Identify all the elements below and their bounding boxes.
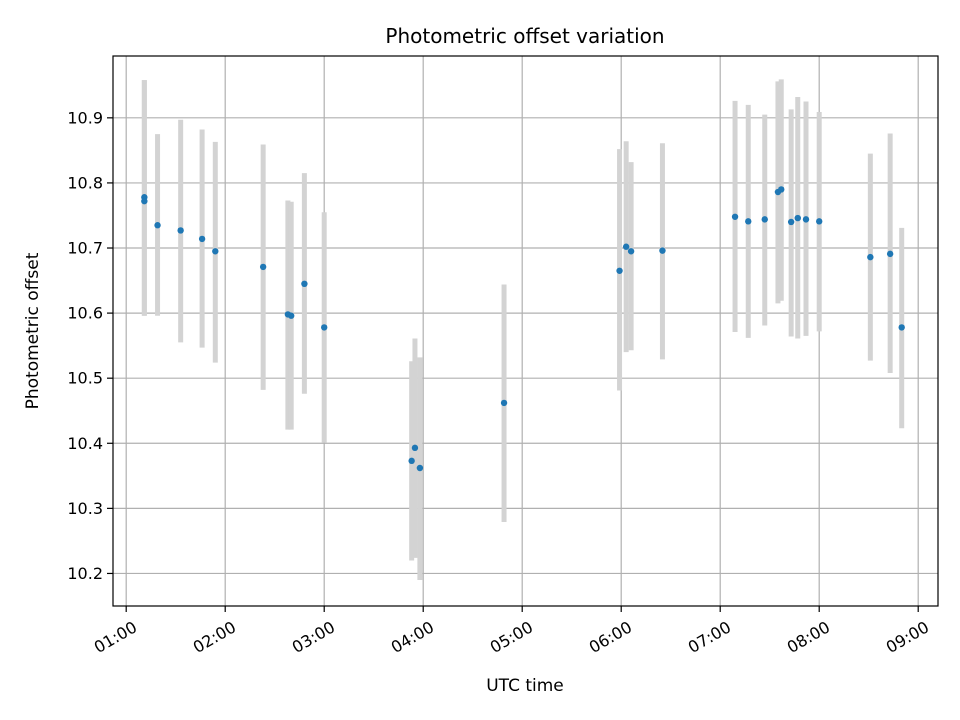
data-point — [867, 253, 874, 261]
data-point — [154, 222, 161, 229]
data-point — [816, 218, 823, 225]
y-tick-label: 10.5 — [67, 369, 103, 388]
data-point — [794, 214, 801, 222]
y-tick-label: 10.9 — [67, 108, 103, 127]
data-point — [301, 280, 308, 288]
y-axis-ticks: 10.2 10.3 10.4 10.5 10.6 10.7 10.8 10.9 — [67, 108, 113, 583]
data-point — [787, 218, 795, 226]
data-point — [411, 444, 419, 452]
data-point — [141, 197, 148, 205]
y-tick-label: 10.4 — [67, 434, 103, 453]
y-tick-label: 10.6 — [67, 304, 103, 323]
data-point — [731, 213, 739, 220]
data-point — [898, 324, 905, 331]
data-point — [259, 263, 267, 271]
data-point — [198, 235, 206, 243]
y-tick-label: 10.7 — [67, 239, 103, 258]
y-tick-label: 10.8 — [67, 173, 103, 192]
data-point — [321, 324, 328, 331]
y-tick-label: 10.2 — [67, 564, 103, 583]
data-point — [212, 248, 219, 255]
data-point — [616, 267, 623, 274]
chart-title: Photometric offset variation — [385, 24, 664, 48]
data-point — [886, 250, 894, 258]
y-axis-label: Photometric offset — [23, 252, 43, 409]
data-point — [622, 243, 630, 250]
y-tick-label: 10.3 — [67, 499, 103, 518]
data-point — [500, 399, 508, 407]
x-axis-label: UTC time — [486, 676, 564, 696]
data-point — [778, 186, 785, 193]
data-point — [802, 216, 810, 223]
data-point — [408, 457, 415, 465]
data-point — [288, 312, 295, 319]
data-point — [177, 227, 184, 234]
data-point — [745, 218, 752, 225]
data-point — [761, 216, 768, 223]
data-point — [416, 464, 424, 472]
plot-frame — [112, 55, 939, 607]
data-point — [659, 247, 666, 254]
data-points — [141, 186, 905, 472]
data-point — [627, 248, 635, 255]
